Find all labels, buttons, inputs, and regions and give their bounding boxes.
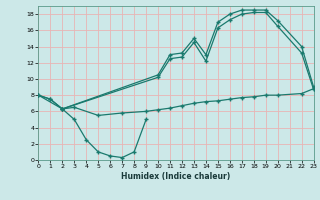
X-axis label: Humidex (Indice chaleur): Humidex (Indice chaleur) <box>121 172 231 181</box>
